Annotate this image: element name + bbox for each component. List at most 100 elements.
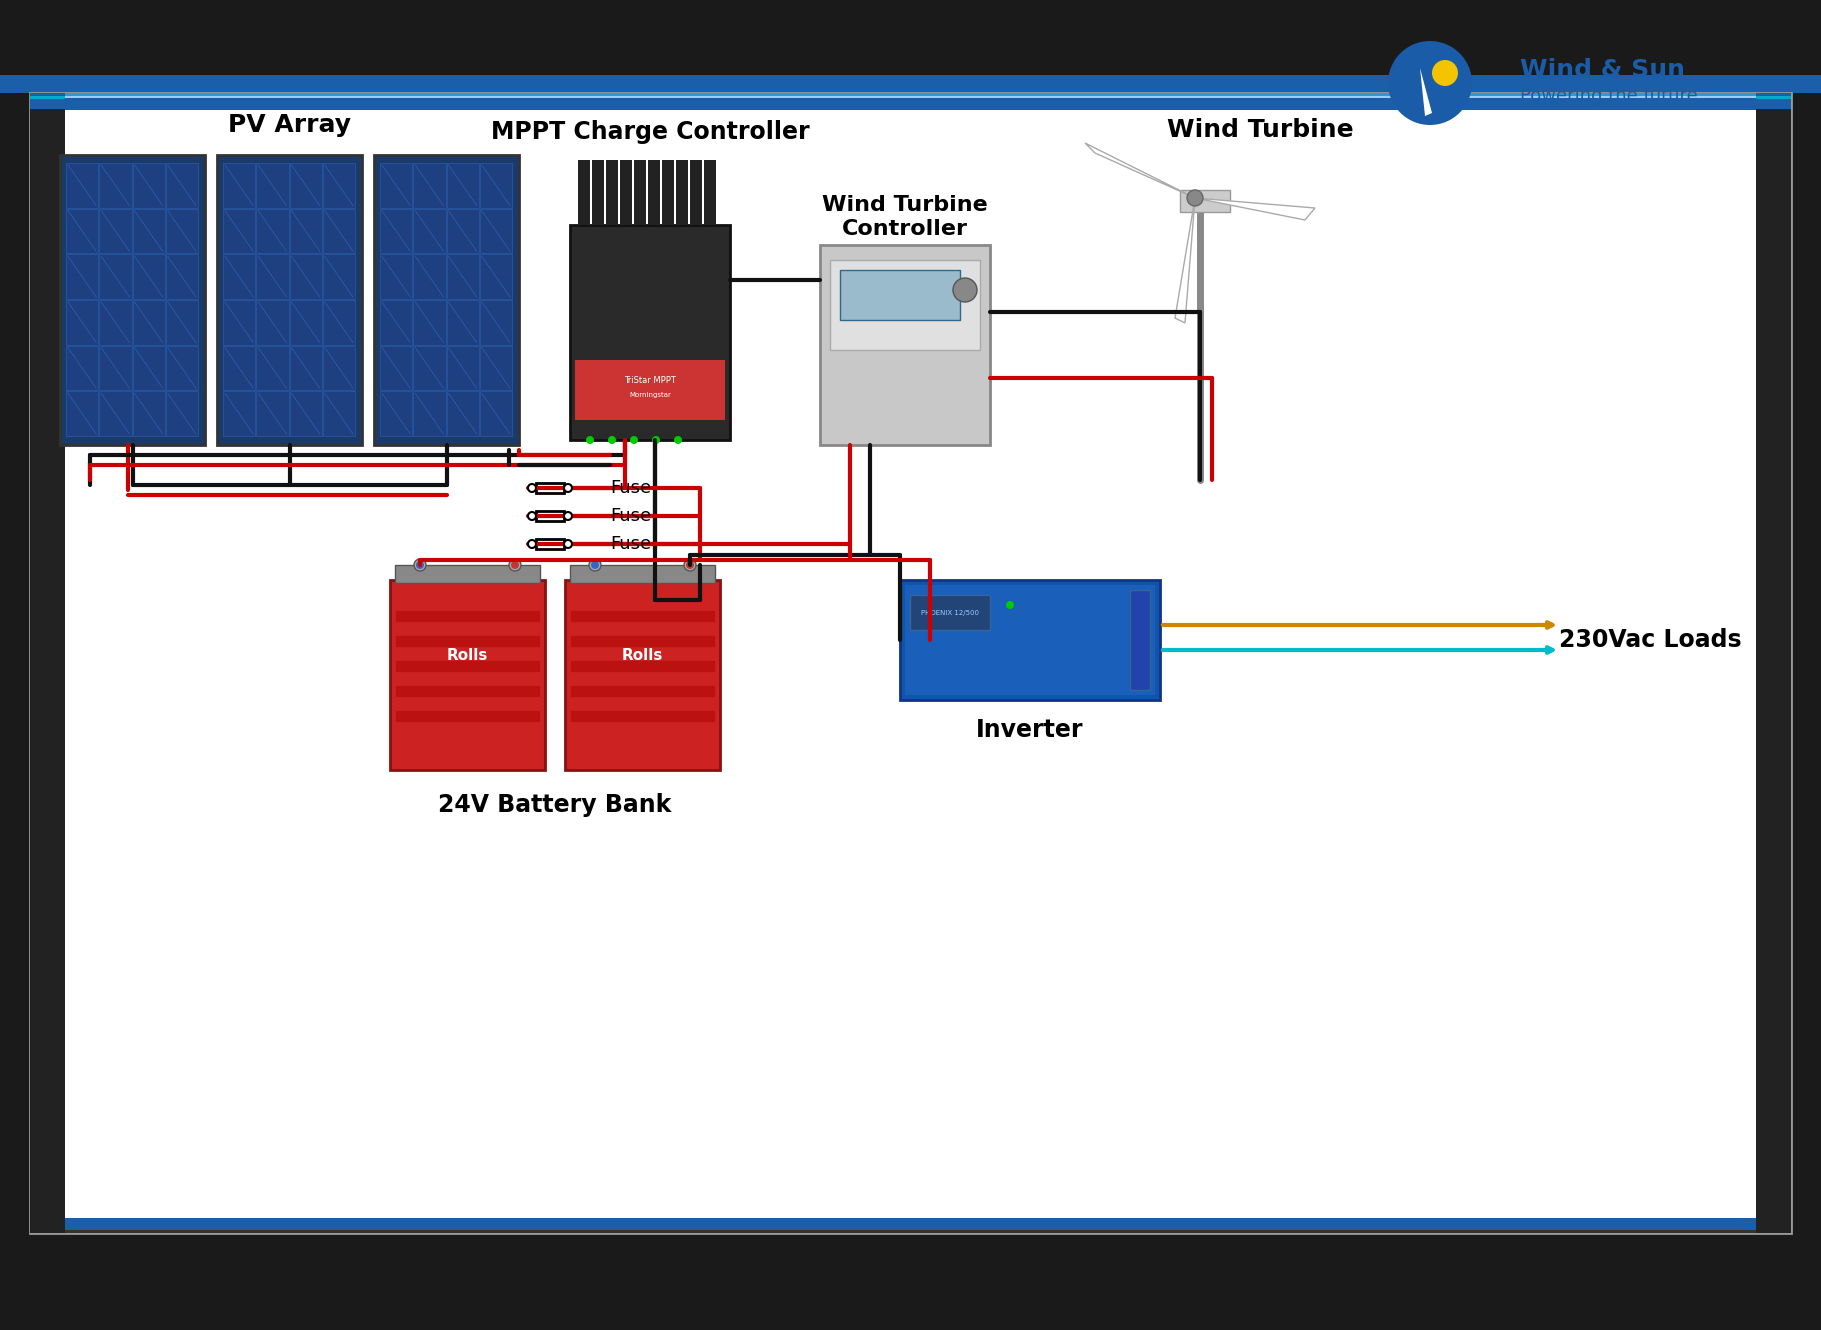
Bar: [395, 634, 541, 646]
Text: MPPT Charge Controller: MPPT Charge Controller: [490, 120, 809, 144]
Circle shape: [565, 540, 572, 548]
Bar: [690, 160, 703, 225]
Bar: [166, 254, 198, 299]
Bar: [1761, 93, 1792, 1233]
Circle shape: [528, 512, 535, 520]
Text: Wind Turbine
Controller: Wind Turbine Controller: [821, 196, 987, 238]
Bar: [905, 585, 1155, 696]
Bar: [290, 391, 322, 436]
Bar: [0, 0, 1821, 90]
Circle shape: [565, 512, 572, 520]
Bar: [606, 160, 617, 225]
Bar: [66, 346, 98, 390]
Bar: [676, 160, 688, 225]
Bar: [413, 346, 446, 390]
Bar: [570, 685, 716, 697]
Circle shape: [1005, 601, 1014, 609]
Text: Rolls: Rolls: [446, 648, 488, 662]
Bar: [100, 254, 131, 299]
Bar: [133, 209, 164, 253]
Bar: [395, 710, 541, 722]
Text: 230Vac Loads: 230Vac Loads: [1559, 628, 1741, 652]
Bar: [133, 164, 164, 207]
Bar: [133, 391, 164, 436]
Bar: [910, 595, 991, 630]
Bar: [29, 93, 1792, 96]
Bar: [66, 96, 1755, 98]
Bar: [575, 360, 725, 420]
Bar: [0, 74, 1821, 93]
Bar: [446, 391, 479, 436]
Bar: [413, 254, 446, 299]
Bar: [66, 1218, 1755, 1230]
Bar: [446, 346, 479, 390]
Text: Wind Turbine: Wind Turbine: [1167, 118, 1353, 142]
Bar: [66, 98, 1755, 110]
Circle shape: [608, 436, 615, 444]
Bar: [535, 483, 565, 493]
Circle shape: [652, 436, 659, 444]
Bar: [100, 346, 131, 390]
Bar: [100, 391, 131, 436]
Circle shape: [685, 559, 696, 571]
Bar: [100, 301, 131, 344]
Text: TriStar MPPT: TriStar MPPT: [625, 375, 676, 384]
Bar: [1131, 591, 1151, 690]
Bar: [322, 164, 355, 207]
Circle shape: [592, 561, 599, 569]
Bar: [257, 391, 288, 436]
Circle shape: [630, 436, 637, 444]
Bar: [166, 391, 198, 436]
Polygon shape: [1195, 198, 1315, 219]
Bar: [819, 245, 991, 446]
Text: Rolls: Rolls: [621, 648, 663, 662]
Bar: [100, 209, 131, 253]
Bar: [222, 164, 255, 207]
Bar: [166, 164, 198, 207]
Bar: [217, 156, 362, 446]
Text: Fuse: Fuse: [610, 479, 652, 497]
Bar: [663, 160, 674, 225]
Bar: [290, 164, 322, 207]
Bar: [290, 346, 322, 390]
Bar: [479, 301, 512, 344]
Bar: [322, 346, 355, 390]
Bar: [290, 209, 322, 253]
Bar: [570, 660, 716, 672]
Bar: [619, 160, 632, 225]
Bar: [446, 164, 479, 207]
Circle shape: [1431, 60, 1459, 86]
Circle shape: [952, 278, 978, 302]
Bar: [100, 164, 131, 207]
Bar: [60, 156, 206, 446]
Circle shape: [1187, 190, 1204, 206]
Bar: [257, 346, 288, 390]
Bar: [257, 209, 288, 253]
Bar: [322, 209, 355, 253]
Bar: [900, 580, 1160, 700]
Bar: [166, 346, 198, 390]
Bar: [1180, 190, 1229, 211]
Bar: [577, 160, 590, 225]
Bar: [390, 580, 544, 770]
Bar: [66, 254, 98, 299]
Bar: [479, 254, 512, 299]
Bar: [257, 254, 288, 299]
Text: Morningstar: Morningstar: [628, 392, 670, 398]
Bar: [257, 301, 288, 344]
Bar: [413, 301, 446, 344]
Bar: [29, 98, 1792, 109]
Bar: [395, 565, 541, 583]
Circle shape: [415, 561, 424, 569]
Bar: [133, 254, 164, 299]
Bar: [29, 96, 1792, 98]
Bar: [290, 301, 322, 344]
Bar: [648, 160, 659, 225]
Bar: [322, 254, 355, 299]
Bar: [634, 160, 646, 225]
Bar: [446, 209, 479, 253]
Bar: [479, 209, 512, 253]
Bar: [0, 1230, 1821, 1330]
Bar: [479, 346, 512, 390]
Bar: [66, 164, 98, 207]
